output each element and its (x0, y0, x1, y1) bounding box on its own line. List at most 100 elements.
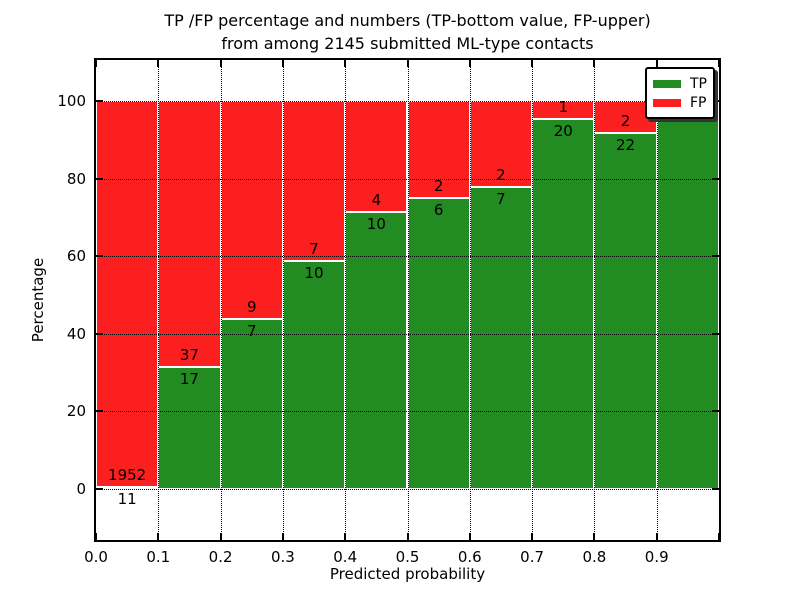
bar-fp-segment (220, 101, 283, 320)
fp-count-label: 2 (433, 177, 444, 195)
gridline-vertical (407, 60, 409, 540)
x-tick-label: 0.1 (146, 548, 171, 566)
tp-count-label: 7 (496, 190, 506, 209)
tp-swatch-icon (653, 79, 681, 88)
gridline-vertical (345, 60, 347, 540)
y-axis-tick (96, 332, 103, 335)
gridline-vertical (594, 60, 596, 540)
fp-count-label: 1 (558, 98, 569, 117)
x-tick-label: 0.3 (270, 548, 295, 566)
y-axis-tick (96, 410, 103, 413)
fp-count-label: 2 (620, 112, 631, 131)
y-tick-label: 60 (66, 247, 86, 266)
y-tick-label: 100 (57, 92, 86, 110)
fp-count-label: 4 (371, 190, 382, 209)
x-axis-tick-top (219, 60, 222, 67)
y-axis-tick-right (712, 177, 719, 180)
x-axis-tick (406, 533, 409, 540)
x-tick-label: 0.2 (208, 548, 233, 566)
gridline-vertical (158, 60, 160, 540)
tp-count-label: 10 (366, 214, 386, 233)
y-axis-tick (96, 100, 103, 102)
x-axis-tick (593, 533, 596, 540)
x-axis-tick-top (95, 60, 97, 67)
chart-title-line2: from among 2145 submitted ML-type contac… (221, 34, 594, 53)
x-axis-tick (718, 533, 720, 540)
chart-title: TP /FP percentage and numbers (TP-bottom… (96, 9, 719, 55)
tp-count-label: 20 (553, 122, 573, 141)
bar-tp-segment (158, 366, 221, 489)
x-tick-label: 0.7 (520, 548, 545, 566)
x-axis-tick-top (531, 60, 534, 67)
fp-count-label: 2 (496, 166, 506, 185)
bar-tp-segment (594, 133, 657, 489)
gridline-vertical (282, 60, 284, 540)
x-axis-tick (468, 533, 471, 540)
tp-count-label: 22 (616, 136, 636, 155)
y-axis-tick (96, 255, 103, 258)
legend-item: TP (653, 74, 707, 93)
gridline-vertical (220, 60, 222, 540)
bar-fp-segment (158, 101, 221, 367)
tp-count-label: 10 (304, 263, 324, 282)
x-tick-label: 0.4 (333, 548, 358, 566)
x-axis-tick-top (593, 60, 596, 67)
tp-count-label: 11 (117, 489, 137, 508)
bar-tp-segment (656, 101, 719, 489)
x-axis-tick-top (157, 60, 160, 67)
y-tick-label: 80 (66, 169, 86, 188)
fp-swatch-icon (653, 98, 681, 107)
bar-tp-segment (345, 211, 408, 489)
y-axis-tick-right (712, 255, 719, 258)
x-axis-tick-top (655, 60, 658, 67)
fp-count-label: 1952 (108, 465, 147, 484)
x-axis-tick-top (344, 60, 347, 67)
gridline-vertical (469, 60, 471, 540)
x-tick-label: 0.8 (582, 548, 607, 566)
y-axis-tick (96, 177, 103, 180)
gridline-vertical (532, 60, 534, 540)
legend: TP FP (645, 67, 715, 119)
legend-label: TP (690, 75, 707, 92)
x-axis-tick (655, 533, 658, 540)
y-axis-tick (96, 488, 103, 490)
legend-item: FP (653, 93, 707, 112)
bar-tp-segment (282, 260, 346, 489)
x-axis-tick (157, 533, 160, 540)
x-axis-tick-top (406, 60, 409, 67)
x-tick-label: 0.5 (395, 548, 420, 566)
chart-title-line1: TP /FP percentage and numbers (TP-bottom… (164, 11, 651, 30)
x-tick-label: 0.6 (457, 548, 482, 566)
y-axis-tick-right (712, 100, 719, 102)
y-axis-tick-right (712, 488, 719, 490)
tp-count-label: 6 (433, 201, 444, 219)
fp-count-label: 37 (179, 345, 199, 364)
gridline-vertical (656, 60, 658, 540)
x-tick-label: 0.0 (84, 548, 108, 566)
x-axis-title: Predicted probability (329, 565, 486, 583)
x-axis-tick (344, 533, 347, 540)
bar-fp-segment (469, 101, 533, 188)
bar-fp-segment (407, 101, 470, 198)
y-tick-label: 0 (76, 480, 86, 498)
tp-count-label: 17 (179, 369, 199, 388)
x-axis-tick (95, 533, 97, 540)
x-axis-tick-top (468, 60, 471, 67)
bar-tp-segment (220, 319, 283, 489)
y-tick-label: 20 (66, 402, 86, 421)
legend-label: FP (690, 94, 707, 111)
y-axis-tick-right (712, 332, 719, 335)
bar-tp-segment (469, 187, 533, 489)
x-axis-tick (531, 533, 534, 540)
x-axis-tick-top (718, 60, 720, 67)
bar-fp-segment (282, 101, 346, 261)
x-axis-tick (281, 533, 284, 540)
plot-area: 195211371797710410262712022219 (94, 58, 721, 542)
y-tick-label: 40 (66, 324, 86, 343)
bar-tp-segment (407, 198, 470, 489)
x-tick-label: 0.9 (644, 548, 669, 566)
bar-fp-segment (96, 101, 159, 487)
fp-count-label: 7 (309, 239, 319, 258)
tp-count-label: 7 (246, 322, 257, 341)
